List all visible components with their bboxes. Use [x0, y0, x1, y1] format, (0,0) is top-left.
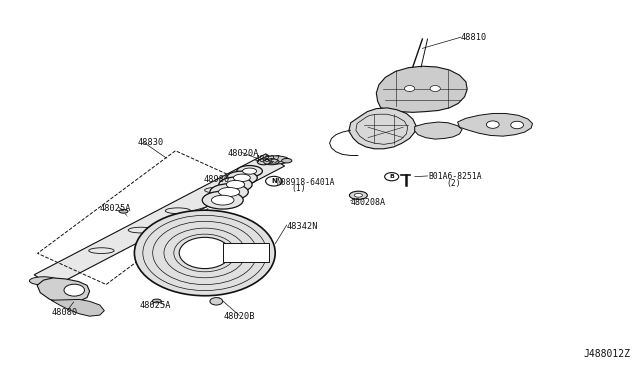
Text: (1): (1): [291, 185, 306, 193]
Ellipse shape: [219, 177, 252, 192]
Ellipse shape: [179, 237, 230, 269]
Text: 48980: 48980: [204, 175, 230, 184]
Text: 48342N: 48342N: [287, 222, 318, 231]
Polygon shape: [458, 113, 532, 136]
Text: (2): (2): [447, 179, 461, 188]
Ellipse shape: [257, 159, 270, 165]
Circle shape: [266, 176, 282, 186]
Ellipse shape: [29, 277, 58, 285]
Text: 48827: 48827: [255, 155, 281, 164]
Polygon shape: [34, 154, 285, 287]
Ellipse shape: [211, 195, 234, 205]
Polygon shape: [376, 66, 467, 112]
Text: 48810: 48810: [461, 33, 487, 42]
Text: J488012Z: J488012Z: [584, 349, 630, 359]
Circle shape: [64, 284, 84, 296]
Text: 480208A: 480208A: [351, 198, 386, 207]
Circle shape: [385, 173, 399, 181]
Ellipse shape: [234, 174, 250, 182]
Ellipse shape: [218, 187, 240, 196]
Polygon shape: [37, 278, 90, 302]
Circle shape: [486, 121, 499, 128]
Polygon shape: [349, 108, 416, 149]
Polygon shape: [415, 122, 462, 139]
Ellipse shape: [355, 193, 362, 197]
Ellipse shape: [261, 156, 289, 164]
Ellipse shape: [152, 299, 161, 303]
Ellipse shape: [243, 168, 257, 174]
Circle shape: [430, 86, 440, 92]
Ellipse shape: [134, 210, 275, 296]
Text: N: N: [271, 178, 276, 184]
Text: B01A6-8251A: B01A6-8251A: [429, 172, 483, 181]
Circle shape: [511, 121, 524, 129]
Bar: [223, 243, 269, 262]
Circle shape: [404, 86, 415, 92]
Ellipse shape: [119, 209, 128, 213]
Ellipse shape: [349, 191, 367, 199]
Text: B: B: [389, 174, 394, 179]
Ellipse shape: [282, 158, 292, 163]
Text: 48020A: 48020A: [227, 149, 259, 158]
Ellipse shape: [227, 171, 257, 185]
Text: 48830: 48830: [138, 138, 164, 147]
Text: 48025A: 48025A: [140, 301, 171, 310]
Text: 48080: 48080: [51, 308, 77, 317]
Text: 48020B: 48020B: [224, 312, 255, 321]
Ellipse shape: [202, 191, 243, 209]
Polygon shape: [51, 299, 104, 316]
Ellipse shape: [227, 180, 244, 189]
Text: 48025A: 48025A: [99, 204, 131, 213]
Ellipse shape: [210, 184, 248, 200]
Circle shape: [210, 298, 223, 305]
Ellipse shape: [237, 166, 262, 177]
Text: N08918-6401A: N08918-6401A: [276, 178, 335, 187]
